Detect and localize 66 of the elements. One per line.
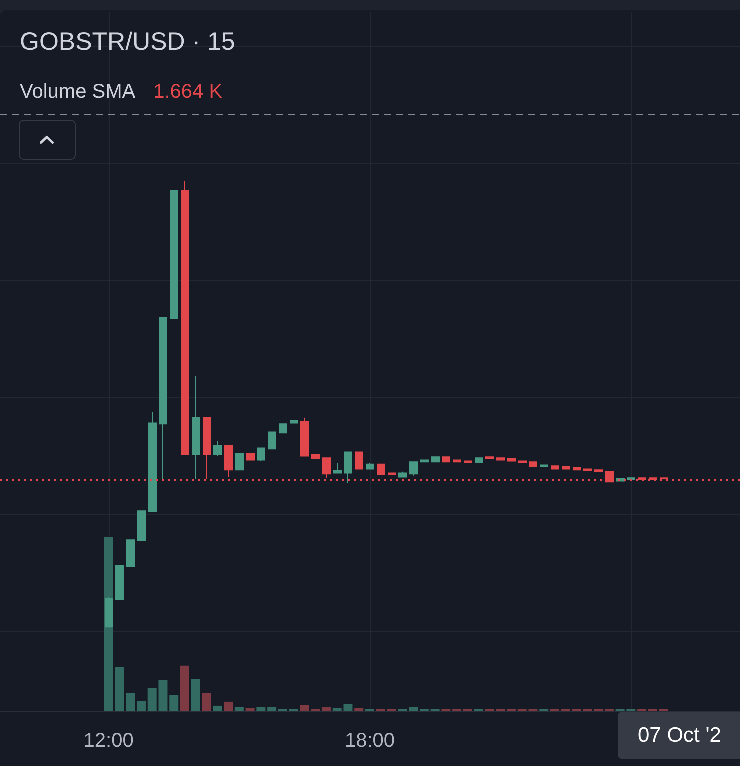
candlestick [388,472,396,476]
candlestick [442,456,450,463]
bar [126,693,136,711]
candlestick [464,460,472,464]
bar [202,693,212,711]
bar [213,706,222,711]
candlestick [257,448,265,462]
candlestick [235,454,244,471]
candlestick [311,454,320,460]
candlestick [268,432,276,450]
candlestick [115,564,124,600]
candlestick [344,452,352,484]
candlestick [137,510,146,542]
candlestick [355,452,363,470]
bar [191,678,200,711]
candlestick [540,464,548,468]
bar [170,694,179,711]
candlestick [181,180,189,456]
bar [300,705,310,711]
bar [322,707,331,711]
candlestick [377,464,385,476]
chart-title: GOBSTR/USD · 15 [20,28,236,56]
candlestick [192,375,200,480]
bar [268,707,277,711]
candlestick [496,458,505,461]
candlestick [213,440,222,457]
bar [246,708,255,711]
chart-title: Volume SMA [20,81,136,103]
candlestick [431,456,440,463]
candlestick [159,318,167,480]
candlestick [518,460,527,464]
candlestick [333,462,342,474]
candlestick [148,412,157,513]
candlestick [290,420,298,424]
bar [136,701,146,711]
bar [256,707,266,711]
candlestick [507,458,516,462]
candlestick [420,460,429,463]
bar [234,707,244,711]
x-tick-label: 12:00 [84,730,134,752]
candlestick [485,456,494,460]
candlestick [203,417,211,480]
bar [180,666,190,711]
x-tick-label: 18:00 [344,730,396,752]
text: 1.664 K [154,81,223,103]
candlestick [170,190,178,320]
candlestick [126,540,135,568]
bar [224,702,234,711]
candlestick [366,462,374,470]
candlestick [409,462,418,476]
candlestick [573,467,581,471]
bar [354,708,364,711]
candlestick [279,424,287,434]
candlestick [529,462,537,468]
text: 07 Oct '2 [618,712,740,759]
candlestick [453,460,461,463]
candlestick [551,466,559,470]
candlestick [583,468,592,472]
candlestick [322,458,331,479]
candlestick [300,417,309,457]
bar [409,707,418,711]
candlestick [562,466,570,470]
candlestick [246,454,255,461]
candlestick [398,471,407,478]
candlestick [475,458,483,464]
candlestick [594,470,603,472]
